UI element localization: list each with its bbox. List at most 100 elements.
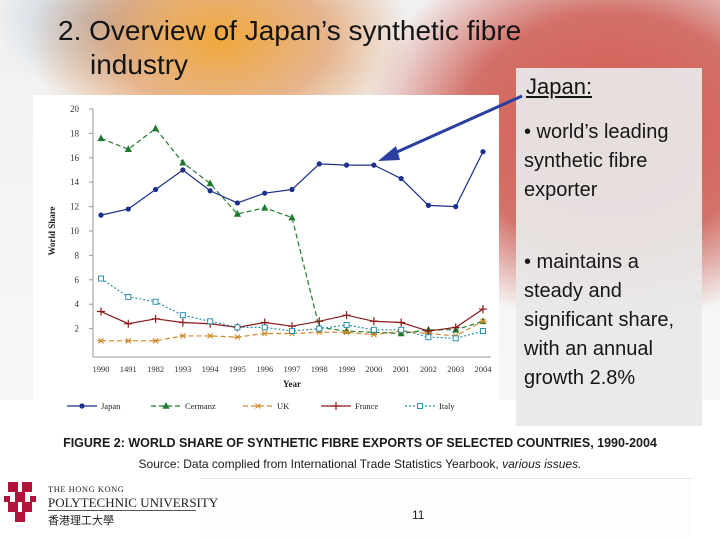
x-tick-label: 1982 [147,364,164,374]
data-point-japan [262,190,268,196]
data-point-japan [371,162,377,168]
data-point-italy [452,335,459,342]
x-tick-label: 1994 [202,364,220,374]
y-tick-label: 6 [75,275,80,285]
data-point-cermanz [97,134,105,142]
data-point-japan [343,162,350,168]
data-point-italy [398,326,405,333]
slide-title-line1: 2. Overview of Japan’s synthetic fibre [58,15,522,46]
x-tick-label: 1990 [93,364,110,374]
footer-box [200,478,692,537]
data-point-italy [234,324,241,331]
data-point-france [342,311,351,320]
data-point-italy [289,328,295,335]
x-tick-label: 2002 [420,364,437,374]
figure-source: Source: Data complied from International… [0,457,720,471]
legend-label-japan: Japan [101,401,121,411]
data-point-uk [261,330,269,337]
source-italic: various issues. [502,457,582,471]
x-tick-label: 1993 [174,364,191,374]
y-tick-label: 18 [70,128,80,138]
page-number: 11 [412,508,425,522]
data-point-france [151,314,160,323]
data-point-uk [370,331,378,338]
data-point-japan [480,149,486,155]
data-point-uk [152,337,160,344]
data-point-italy [480,328,486,335]
y-tick-label: 2 [75,324,80,334]
chart-panel: 2 4 6 8 10 12 14 16 18 20 1990 1491 1982 1993 1994 1995… [33,95,499,423]
data-point-cermanz [124,145,132,153]
data-point-japan [207,188,213,194]
x-tick-label: 1995 [229,364,246,374]
x-tick-label: 2000 [365,364,382,374]
data-point-italy [98,275,104,282]
x-tick-label: 1997 [284,364,301,374]
line-chart: 2 4 6 8 10 12 14 16 18 20 1990 1491 1982 1993 1994 1995… [47,104,493,411]
y-tick-label: 4 [75,299,80,309]
side-panel [516,68,702,426]
data-point-italy [261,324,268,331]
data-point-uk [124,337,132,344]
data-point-cermanz [179,158,187,166]
university-logo-icon [4,482,36,522]
data-point-uk [343,329,351,336]
bullet-leading-exporter: • world’s leading synthetic fibre export… [524,121,669,201]
data-point-france [369,317,378,326]
legend-label-italy: Italy [439,401,455,411]
x-tick-label: 1998 [311,364,328,374]
arrow-pointer [378,94,523,161]
data-point-japan [425,202,432,208]
data-point-uk [479,318,487,325]
data-point-japan [453,204,459,210]
data-point-cermanz [261,203,269,211]
x-tick-label: 1996 [256,364,273,374]
data-point-japan [180,167,186,173]
data-point-france [479,305,487,314]
data-point-italy [316,325,323,332]
data-point-france [397,318,406,327]
legend-marker-italy [417,403,423,409]
data-point-italy [179,312,186,319]
data-point-france [178,318,187,327]
x-tick-label: 2004 [475,364,493,374]
logo-text-line3: 香港理工大學 [48,515,114,527]
y-axis-label: World Share [47,206,57,255]
x-tick-label: 2003 [447,364,464,374]
data-point-uk [233,334,241,341]
data-point-japan [152,186,159,193]
data-point-cermanz [233,209,242,217]
data-point-cermanz [151,124,160,132]
data-point-italy [425,334,432,341]
bullet-steady-share: • maintains a steady and significant sha… [524,251,675,389]
data-point-italy [370,326,377,333]
y-tick-label: 8 [75,250,80,260]
logo-divider [48,510,196,511]
legend-label-cermanz: Cermanz [185,401,216,411]
data-point-japan [316,161,322,167]
y-tick-label: 20 [70,104,80,114]
data-point-france [124,319,133,328]
side-panel-title: Japan: [526,74,593,99]
data-point-italy [125,293,132,300]
figure-caption: FIGURE 2: WORLD SHARE OF SYNTHETIC FIBRE… [63,436,657,450]
legend-marker-japan [79,403,85,409]
x-tick-label: 1491 [120,364,137,374]
slide-title: 2. Overview of Japan’s synthetic fibre i… [58,14,521,82]
x-axis-label: Year [283,379,301,389]
data-point-cermanz [288,213,296,221]
data-point-italy [152,298,159,305]
data-point-japan [398,175,404,182]
data-point-france [97,307,105,316]
y-tick-label: 12 [70,202,79,212]
logo-text-line2: POLYTECHNIC UNIVERSITY [48,495,219,510]
y-tick-label: 14 [70,177,80,187]
data-point-japan [98,212,104,218]
legend-label-uk: UK [277,401,290,411]
data-point-japan [234,200,241,206]
data-point-france [451,323,460,332]
slide-title-line2: industry [90,49,189,80]
legend-marker-cermanz [162,402,170,409]
x-tick-label: 2001 [393,364,410,374]
data-point-france [315,317,324,326]
